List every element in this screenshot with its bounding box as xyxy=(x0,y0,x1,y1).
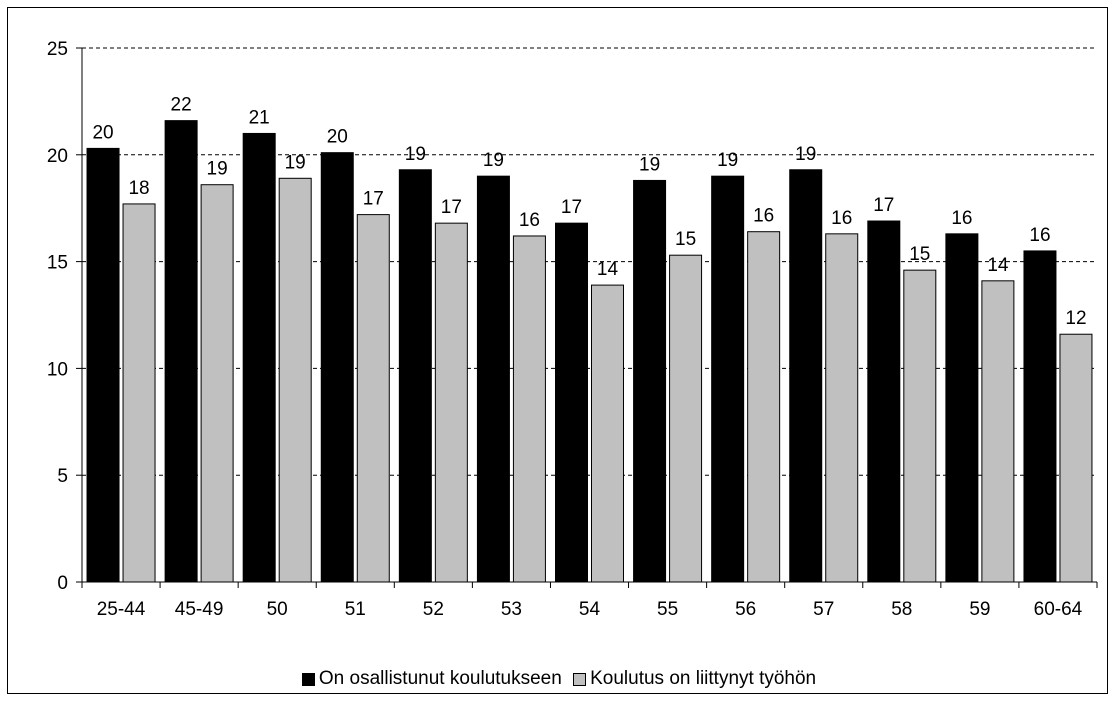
x-tick-label-56: 56 xyxy=(735,599,756,620)
data-label-series-1-60-64: 16 xyxy=(1029,225,1050,246)
data-label-series-1-57: 19 xyxy=(795,144,816,165)
bar-series-2-50 xyxy=(278,177,312,583)
bars xyxy=(86,120,1093,583)
bar-series-1-25-44 xyxy=(86,147,120,583)
x-tick-label-51: 51 xyxy=(345,599,366,620)
y-tick-label-5: 5 xyxy=(57,466,68,487)
data-label-series-2-45-49: 19 xyxy=(207,159,228,180)
x-tick-label-53: 53 xyxy=(501,599,522,620)
bar-series-2-58 xyxy=(903,269,937,583)
x-tick-label-54: 54 xyxy=(579,599,601,620)
data-label-series-2-58: 15 xyxy=(909,244,930,265)
x-tick-label-25-44: 25-44 xyxy=(97,599,146,620)
legend-label-series-1: On osallistunut koulutukseen xyxy=(318,668,562,689)
bar-series-1-56 xyxy=(711,175,745,583)
bar-series-1-60-64 xyxy=(1023,250,1057,583)
axes: 0 5 10 15 20 25 25-44 45-49 50 51 52 53 54 55 56 57 58 59… xyxy=(47,39,1098,620)
bar-series-1-55 xyxy=(633,179,667,583)
bar-series-1-59 xyxy=(945,233,979,583)
bar-series-2-45-49 xyxy=(200,184,234,583)
data-label-series-1-54: 17 xyxy=(561,197,582,218)
data-label-series-1-50: 21 xyxy=(249,107,270,128)
data-label-series-2-56: 16 xyxy=(753,206,774,227)
legend-item-series-1: On osallistunut koulutukseen xyxy=(301,668,562,690)
bar-series-1-53 xyxy=(476,175,510,583)
data-label-series-2-52: 17 xyxy=(441,197,462,218)
data-label-series-1-55: 19 xyxy=(639,154,660,175)
y-tick-label-15: 15 xyxy=(47,253,68,274)
bar-series-2-56 xyxy=(747,231,781,583)
x-tick-label-59: 59 xyxy=(969,599,990,620)
bar-series-1-57 xyxy=(789,169,823,583)
x-tick-label-52: 52 xyxy=(423,599,444,620)
bar-series-1-45-49 xyxy=(164,120,198,583)
data-label-series-1-59: 16 xyxy=(951,208,972,229)
y-tick-label-10: 10 xyxy=(47,359,68,380)
y-tick-label-0: 0 xyxy=(57,573,68,594)
data-label-series-1-51: 20 xyxy=(327,127,348,148)
data-label-series-1-45-49: 22 xyxy=(171,95,192,116)
bar-series-2-54 xyxy=(591,284,624,583)
bar-series-2-55 xyxy=(669,254,703,583)
x-tick-label-45-49: 45-49 xyxy=(175,599,224,620)
data-label-series-2-53: 16 xyxy=(519,210,540,231)
x-tick-label-57: 57 xyxy=(813,599,834,620)
data-label-series-2-50: 19 xyxy=(285,152,306,173)
data-label-series-2-55: 15 xyxy=(675,229,696,250)
gridlines xyxy=(82,47,1097,476)
bar-series-2-52 xyxy=(434,222,468,583)
legend: On osallistunut koulutukseen Koulutus on… xyxy=(0,668,1118,692)
data-label-series-2-54: 14 xyxy=(597,259,619,280)
data-label-series-1-53: 19 xyxy=(483,150,504,171)
bar-series-2-51 xyxy=(356,214,390,583)
data-label-series-1-52: 19 xyxy=(405,144,426,165)
data-label-series-2-57: 16 xyxy=(831,208,852,229)
bar-series-1-50 xyxy=(242,132,276,583)
bar-series-1-54 xyxy=(555,222,588,583)
data-label-series-2-25-44: 18 xyxy=(128,178,149,199)
data-label-series-2-60-64: 12 xyxy=(1065,308,1086,329)
bar-series-2-25-44 xyxy=(122,203,156,583)
bar-series-2-57 xyxy=(825,233,859,583)
legend-item-series-2: Koulutus on liittynyt työhön xyxy=(573,668,816,690)
bar-series-2-59 xyxy=(981,280,1015,583)
bar-series-1-51 xyxy=(320,152,354,583)
data-label-series-1-58: 17 xyxy=(873,195,894,216)
bar-series-1-58 xyxy=(867,220,901,583)
x-tick-label-60-64: 60-64 xyxy=(1034,599,1083,620)
bar-series-1-52 xyxy=(398,169,432,583)
x-tick-label-50: 50 xyxy=(267,599,288,620)
legend-label-series-2: Koulutus on liittynyt työhön xyxy=(590,668,817,689)
data-label-series-2-59: 14 xyxy=(987,255,1009,276)
data-labels: 20 22 21 20 19 19 17 19 19 19 17 16 16 18 19 19 17 17 16 14… xyxy=(92,95,1086,330)
y-tick-label-20: 20 xyxy=(47,146,68,167)
data-label-series-1-56: 19 xyxy=(717,150,738,171)
bar-series-2-53 xyxy=(512,235,546,583)
y-tick-label-25: 25 xyxy=(47,39,68,60)
x-tick-label-58: 58 xyxy=(891,599,912,620)
bar-series-2-60-64 xyxy=(1059,333,1093,583)
data-label-series-1-25-44: 20 xyxy=(92,122,113,143)
x-tick-label-55: 55 xyxy=(657,599,678,620)
data-label-series-2-51: 17 xyxy=(363,189,384,210)
legend-swatch-series-1 xyxy=(301,672,315,686)
legend-swatch-series-2 xyxy=(573,672,587,686)
